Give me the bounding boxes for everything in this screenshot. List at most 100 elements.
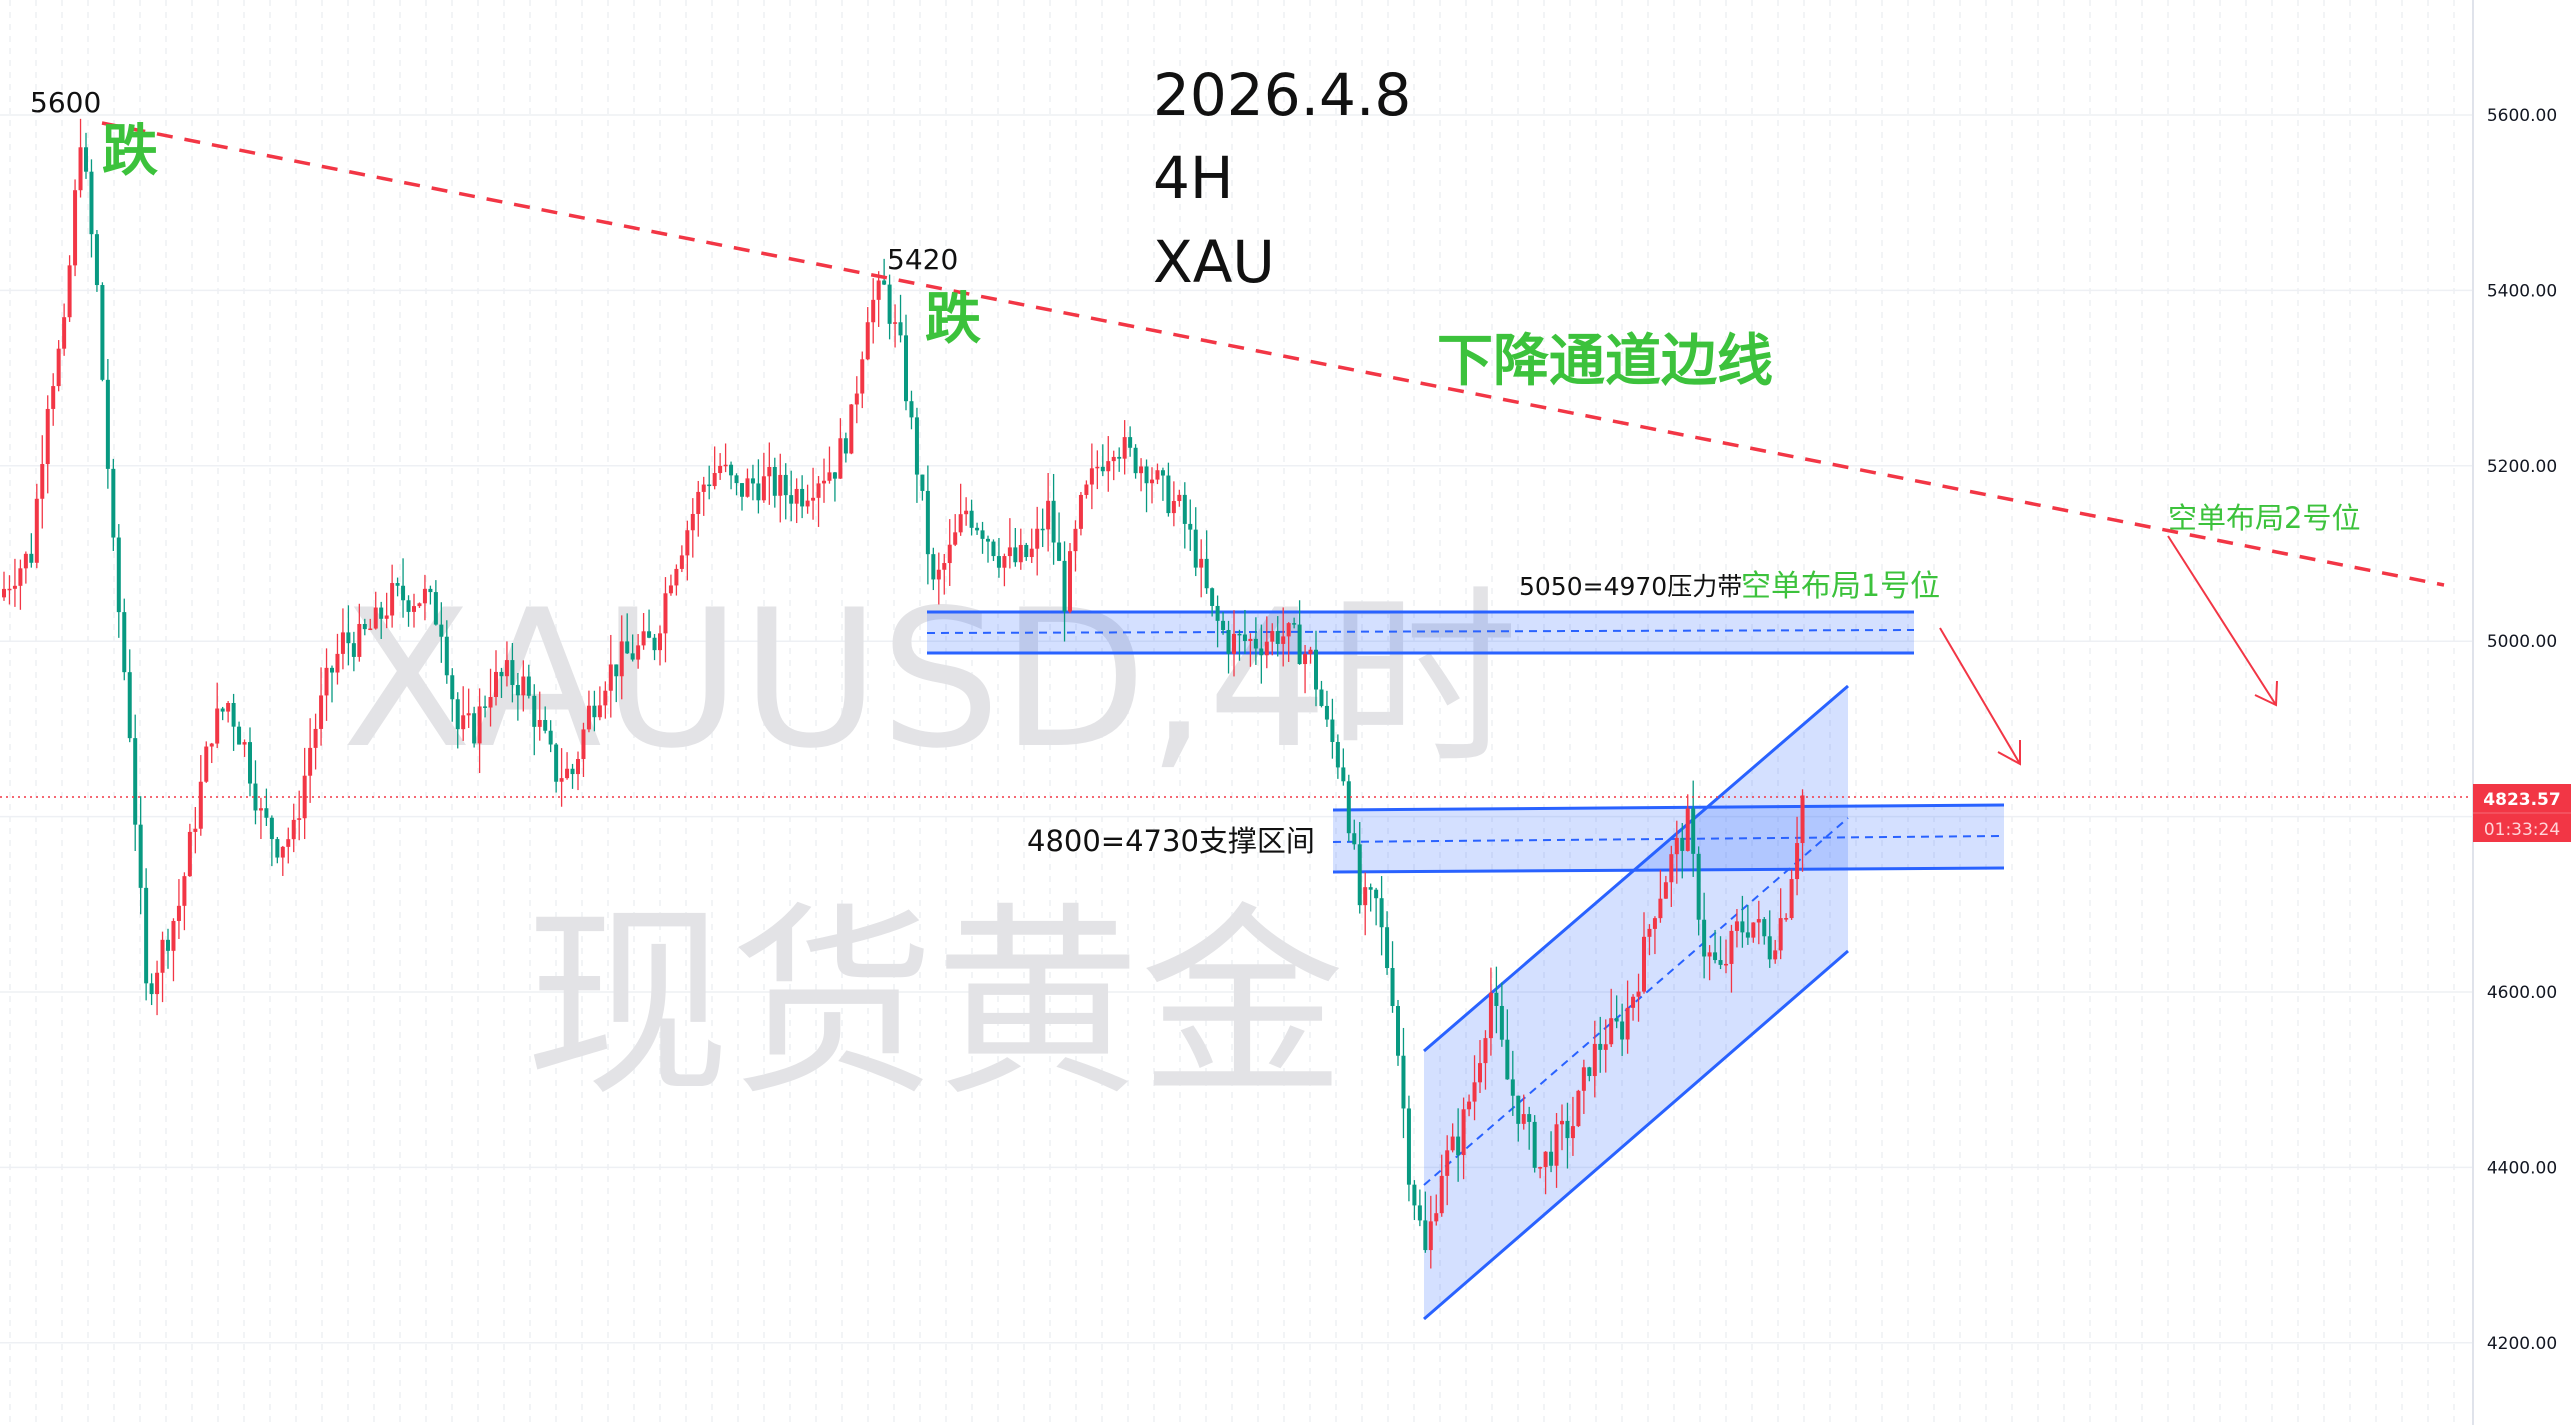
candle-body [1182, 494, 1187, 524]
candle-body [1237, 633, 1242, 636]
candle-body [1100, 466, 1105, 472]
candle-body [1581, 1067, 1586, 1091]
support-zone[interactable] [1333, 805, 2004, 872]
candle-body [690, 513, 695, 531]
candle-body [1784, 918, 1789, 920]
candle-body [707, 484, 712, 487]
countdown-timer: 01:33:24 [2484, 820, 2560, 840]
candle-body [1516, 1095, 1521, 1124]
header-date: 2026.4.8 [1153, 61, 1411, 129]
candle-body [1527, 1114, 1532, 1122]
candle-body [1521, 1114, 1526, 1124]
descending-trendline[interactable] [101, 121, 2445, 587]
candle-body [1499, 1005, 1504, 1040]
candle-body [269, 817, 274, 840]
candle-body [215, 708, 220, 744]
candle-body [226, 702, 231, 712]
candle-body [608, 664, 613, 691]
candle-body [1057, 542, 1062, 561]
candle-body [1330, 719, 1335, 742]
support-zone-top[interactable] [1332, 803, 2005, 812]
short1-label: 空单布局1号位 [1741, 569, 1940, 604]
candle-body [1631, 996, 1636, 1008]
candle-body [996, 556, 1001, 568]
candle-body [395, 583, 400, 586]
candle-body [401, 585, 406, 601]
candle-body [1232, 633, 1236, 654]
candle-body [658, 633, 662, 651]
candle-body [155, 972, 160, 995]
channel-fill[interactable] [1424, 686, 1848, 1319]
candle-body [942, 563, 947, 570]
candle-body [1576, 1090, 1581, 1127]
candle-body [652, 637, 657, 651]
candle-body [264, 808, 269, 818]
candle-body [1352, 833, 1357, 845]
candle-body [1674, 837, 1679, 855]
candle-body [1385, 927, 1390, 969]
candle-body [220, 708, 225, 712]
candle-body [330, 667, 334, 673]
candle-body [991, 541, 996, 557]
candle-body [1505, 1039, 1510, 1080]
candle-body [1357, 844, 1362, 906]
short2-label: 空单布局2号位 [2168, 501, 2360, 535]
support-zone-bottom[interactable] [1332, 866, 2005, 874]
candle-body [138, 824, 143, 888]
candle-body [696, 491, 701, 514]
candle-body [636, 645, 641, 660]
arrow-short-2[interactable] [2167, 535, 2278, 707]
candle-body [1767, 936, 1772, 960]
candle-body [565, 768, 570, 779]
candle-body [455, 699, 460, 730]
candle-body [876, 280, 881, 300]
candle-body [778, 474, 783, 496]
candle-body [1762, 919, 1767, 937]
arrow-short-1[interactable] [1939, 627, 2021, 766]
candle-body [1319, 689, 1324, 706]
price-axis[interactable]: 5600.005400.005200.005000.004800.004600.… [2472, 0, 2571, 1425]
candle-body [1297, 624, 1302, 665]
candle-body [444, 636, 449, 676]
candle-body [1368, 887, 1373, 890]
candle-body [1253, 638, 1258, 649]
candle-body [78, 147, 83, 191]
candle-body [1084, 484, 1089, 495]
candle-body [975, 527, 980, 531]
candle-body [1494, 992, 1499, 1006]
candle-body [428, 588, 433, 593]
name-watermark: 现货黄金 [525, 886, 1345, 1124]
candle-body [647, 631, 652, 638]
candle-body [822, 480, 826, 484]
candle-body [1778, 918, 1783, 951]
candle-body [1488, 992, 1493, 1039]
candle-body [816, 483, 821, 498]
candle-body [603, 690, 608, 706]
candle-body [40, 464, 45, 499]
candle-body [1620, 1021, 1625, 1040]
candle-body [898, 322, 903, 336]
candle-body [964, 510, 969, 515]
candle-body [685, 530, 690, 556]
candle-body [1324, 705, 1329, 720]
resistance-zone[interactable] [927, 612, 1914, 653]
support-label: 4800=4730支撑区间 [1027, 824, 1315, 858]
channel-lower[interactable] [1423, 949, 1849, 1321]
candle-body [84, 147, 88, 172]
candle-body [1680, 837, 1685, 851]
candle-body [1095, 466, 1100, 469]
candle-body [248, 742, 252, 784]
price-axis-tick: 5000.00 [2487, 632, 2557, 652]
candle-body [1467, 1101, 1472, 1110]
candle-body [1439, 1175, 1444, 1214]
candle-body [1210, 588, 1215, 606]
candle-body [1669, 854, 1674, 883]
candle-body [1434, 1213, 1439, 1222]
candle-body [586, 705, 591, 730]
candle-body [1636, 991, 1641, 997]
candle-body [231, 702, 236, 727]
channel-upper[interactable] [1423, 684, 1849, 1053]
candle-body [1046, 500, 1051, 530]
candle-body [1035, 528, 1040, 549]
